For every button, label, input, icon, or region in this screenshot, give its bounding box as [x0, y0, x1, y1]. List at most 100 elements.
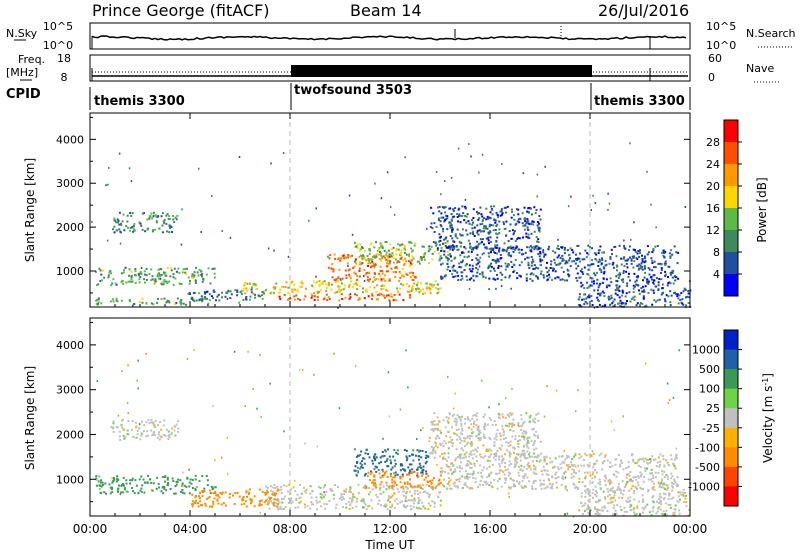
- echo-cell-9-138: [472, 233, 475, 236]
- echo-cell-0-225: [289, 508, 292, 511]
- echo-cell-7-152: [514, 466, 517, 469]
- echo-cell-1-57: [208, 293, 211, 296]
- echo-cell-10-17: [653, 282, 655, 285]
- echo-cell-6-302: [529, 420, 532, 423]
- echo-cell-9-161: [456, 237, 459, 240]
- echo-cell-7-256: [466, 462, 469, 465]
- echo-cell-2-21: [358, 297, 361, 300]
- echo-cell-7-27: [473, 462, 476, 465]
- echo-cell-7-22: [132, 230, 135, 233]
- echo-cell-6-8: [533, 440, 536, 443]
- power-echo-cells: [91, 113, 692, 309]
- echo-cell-6-304: [495, 438, 498, 441]
- echo-cell-7-84: [131, 226, 134, 229]
- echo-cell-7-274: [586, 463, 589, 466]
- echo-cell-6-238: [460, 419, 463, 422]
- echo-cell-8-520: [482, 252, 485, 255]
- echo-cell-8-397: [664, 273, 667, 276]
- echo-cell-9-315: [494, 229, 497, 231]
- echo-cell-5-56: [399, 477, 402, 480]
- echo-cell-8-229: [457, 274, 460, 277]
- echo-cell-6-102: [532, 428, 535, 430]
- scatter-echo-9: [338, 407, 341, 410]
- echo-cell-6-94: [433, 412, 436, 415]
- echo-cell-7-132: [555, 486, 558, 489]
- echo-cell-7-218: [444, 458, 447, 461]
- echo-cell-3-5: [304, 287, 307, 290]
- echo-cell-3-35: [355, 282, 358, 285]
- echo-cell-8-332: [503, 249, 506, 252]
- echo-cell-7-406: [585, 475, 587, 478]
- scatter-echo-11: [119, 493, 122, 496]
- echo-cell-8-32: [551, 278, 554, 281]
- echo-cell-8-8: [653, 266, 655, 269]
- echo-cell-7-402: [521, 479, 524, 482]
- echo-cell-5-39: [414, 242, 417, 245]
- echo-cell-0-43: [403, 506, 406, 508]
- echo-cell-6-33: [434, 444, 437, 447]
- echo-cell-0-10: [347, 500, 350, 503]
- echo-cell-10-152: [634, 280, 637, 283]
- echo-cell-7-316: [447, 456, 450, 459]
- echo-cell-10-175: [646, 281, 649, 284]
- echo-cell-1-110: [103, 491, 106, 494]
- scatter-echo-99: [575, 410, 577, 413]
- echo-cell-9-340: [530, 222, 533, 225]
- echo-cell-0-62: [305, 491, 308, 494]
- echo-cell-6-2: [197, 274, 200, 277]
- echo-cell-9-224: [493, 205, 495, 208]
- echo-cell-0-31: [413, 497, 416, 500]
- echo-cell-0-28: [95, 302, 98, 305]
- echo-cell-7-261: [442, 478, 445, 481]
- echo-cell-7-420: [652, 458, 655, 461]
- echo-cell-0-199: [437, 496, 440, 499]
- echo-cell-6-145: [128, 274, 131, 277]
- echo-cell-9-335: [437, 217, 440, 220]
- echo-cell-8-124: [548, 276, 551, 279]
- echo-cell-10-78: [597, 286, 600, 289]
- echo-cell-0-210: [291, 500, 294, 503]
- echo-cell-7-119: [639, 471, 642, 474]
- echo-cell-6-80: [135, 274, 138, 277]
- echo-cell-9-243: [537, 241, 540, 243]
- echo-cell-6-87: [457, 428, 460, 431]
- scatter-echo-36: [315, 275, 317, 278]
- echo-cell-7-29: [133, 223, 136, 226]
- echo-cell-7-47: [672, 483, 675, 485]
- echo-cell-8-507: [674, 279, 677, 282]
- echo-cell-2-30: [277, 503, 280, 506]
- echo-cell-2-10: [402, 299, 405, 302]
- echo-cell-0-226: [309, 492, 312, 495]
- echo-cell-9-237: [466, 213, 469, 216]
- echo-cell-7-284: [514, 484, 516, 487]
- echo-cell-0-192: [412, 485, 415, 488]
- echo-cell-4-25: [373, 454, 376, 457]
- echo-cell-8-2: [507, 252, 510, 255]
- echo-cell-8-394: [623, 244, 626, 247]
- echo-cell-9-97: [465, 229, 468, 232]
- echo-cell-9-134: [481, 215, 484, 218]
- echo-cell-8-71: [578, 276, 581, 279]
- echo-cell-0-59: [325, 490, 328, 493]
- echo-cell-6-21: [130, 270, 133, 273]
- echo-cell-7-531: [474, 481, 477, 484]
- echo-cell-8-139: [596, 278, 599, 281]
- scatter-echo-79: [572, 515, 575, 518]
- echo-cell-7-303: [442, 484, 444, 486]
- echo-cell-5-66: [392, 476, 395, 479]
- echo-cell-4-7: [386, 457, 389, 460]
- echo-cell-4-136: [385, 254, 388, 256]
- echo-cell-9-209: [524, 220, 527, 223]
- echo-cell-0-156: [294, 506, 297, 509]
- echo-cell-6-23: [159, 277, 162, 280]
- echo-cell-10-166: [687, 292, 690, 295]
- echo-cell-7-87: [463, 483, 466, 486]
- echo-cell-7-139: [490, 485, 493, 488]
- echo-cell-3-64: [353, 283, 356, 286]
- scatter-echo-41: [327, 255, 329, 258]
- echo-cell-6-38: [496, 450, 499, 452]
- x-tick-label-3: 12:00: [373, 522, 408, 536]
- echo-cell-7-309: [567, 464, 570, 467]
- echo-cell-6-166: [499, 434, 502, 437]
- echo-cell-8-531: [544, 253, 547, 256]
